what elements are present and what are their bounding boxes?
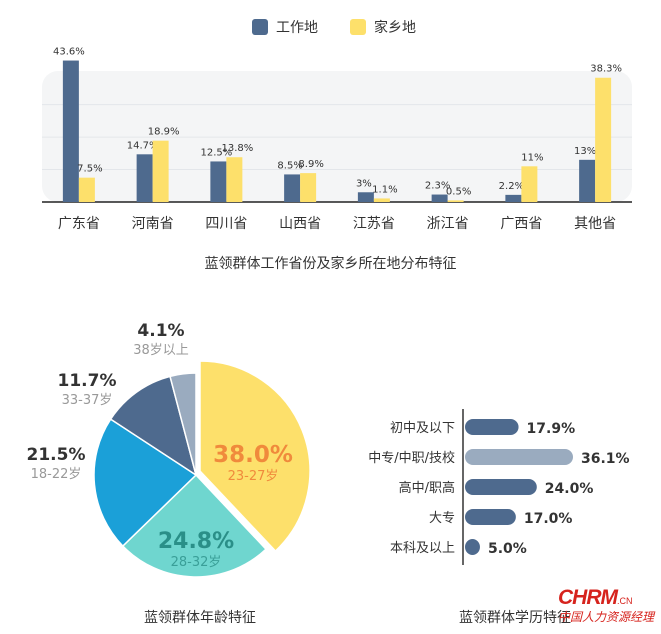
- education-bar: [465, 539, 480, 555]
- bar-value-label: 17.0%: [524, 511, 573, 527]
- pie-slice: [109, 375, 198, 477]
- age-pie-chart: 38.0%23-27岁 24.8%28-32岁 21.5% 18-22岁 11.7% 33…: [27, 321, 311, 578]
- pie-slice: [121, 473, 268, 578]
- legend-label-hometown: 家乡地: [374, 20, 416, 36]
- bar-hometown: [152, 140, 169, 202]
- legend-item-hometown: 家乡地: [350, 16, 416, 38]
- category-label: 本科及以上: [390, 541, 455, 556]
- bar-workplace: [284, 174, 301, 202]
- bar-value-label: 13%: [574, 146, 596, 157]
- category-label: 河南省: [132, 216, 174, 232]
- pie-category-label: 33-37岁: [62, 393, 113, 408]
- category-label: 四川省: [205, 216, 247, 232]
- bar-value-label: 2.2%: [499, 181, 524, 192]
- pie-slice: [169, 372, 197, 476]
- pie-category-label: 18-22岁: [31, 467, 82, 482]
- bar-value-label: 0.5%: [446, 186, 471, 197]
- pie-category-label: 38岁以上: [133, 343, 189, 358]
- bar-value-label: 7.5%: [77, 164, 102, 175]
- bar-workplace: [136, 154, 153, 202]
- bar-value-label: 12.5%: [200, 147, 232, 158]
- bar-value-label: 1.1%: [372, 184, 397, 195]
- chart2-title: 蓝领群体年龄特征: [144, 610, 256, 626]
- category-label: 其他省: [574, 216, 616, 232]
- bar-workplace: [505, 194, 522, 202]
- pie-value-label: 4.1%: [137, 321, 184, 341]
- bar-hometown: [521, 166, 538, 202]
- legend-item-workplace: 工作地: [252, 16, 318, 38]
- bar-workplace: [210, 161, 227, 202]
- pie-category-label: 23-27岁: [228, 469, 279, 484]
- legend-swatch-hometown: [350, 19, 366, 35]
- pie-value-label: 24.8%: [158, 529, 234, 554]
- province-bar-chart: 43.6% 7.5% 广东省 14.7% 18.9% 河南省 12.5%13.8% 四川省 8.…: [42, 47, 632, 232]
- chart1-title: 蓝领群体工作省份及家乡所在地分布特征: [204, 256, 457, 272]
- bar-hometown: [300, 173, 317, 202]
- bar-hometown: [78, 177, 95, 202]
- category-label: 江苏省: [353, 216, 395, 232]
- pie-value-label: 38.0%: [213, 442, 293, 468]
- category-label: 山西省: [279, 216, 321, 232]
- category-label: 大专: [429, 511, 455, 526]
- logo-tagline: 中国人力资源经理: [558, 610, 655, 624]
- education-bar: [465, 479, 537, 495]
- bar-value-label: 2.3%: [425, 181, 450, 192]
- bar-value-label: 13.8%: [221, 143, 253, 154]
- bar-workplace: [62, 60, 79, 202]
- bar-workplace: [357, 192, 374, 202]
- bar-workplace: [579, 159, 596, 202]
- bar-value-label: 3%: [356, 178, 372, 189]
- education-bar: [465, 449, 573, 465]
- pie-slice: [199, 360, 311, 553]
- legend-swatch-workplace: [252, 19, 268, 35]
- bar-value-label: 36.1%: [581, 451, 630, 467]
- education-bar-chart: 初中及以下 17.9% 中专/中职/技校 36.1% 高中/职高 24.0% 大专 17.0%…: [368, 409, 630, 565]
- category-label: 高中/职高: [399, 480, 455, 496]
- category-label: 广西省: [500, 216, 542, 232]
- bar-hometown: [373, 198, 390, 202]
- legend-label-workplace: 工作地: [276, 20, 318, 36]
- category-label: 广东省: [58, 216, 100, 232]
- pie-value-label: 21.5%: [27, 445, 86, 465]
- bar-hometown: [226, 157, 243, 202]
- bar-hometown: [447, 200, 464, 202]
- chrm-logo: CHRM.CN 中国人力资源经理: [558, 586, 654, 625]
- bar-value-label: 5.0%: [488, 541, 527, 557]
- bar-value-label: 43.6%: [53, 47, 85, 58]
- bar-value-label: 14.7%: [127, 140, 159, 151]
- bar-value-label: 24.0%: [545, 481, 594, 497]
- category-label: 浙江省: [427, 216, 469, 232]
- logo-text: CHRM: [558, 586, 618, 609]
- pie-slice: [93, 418, 198, 548]
- education-bar: [465, 419, 519, 435]
- logo-suffix: .CN: [617, 596, 633, 606]
- bar-value-label: 8.5%: [277, 160, 302, 171]
- bar-value-label: 38.3%: [590, 64, 622, 75]
- bar-value-label: 8.9%: [298, 159, 323, 170]
- chart3-title: 蓝领群体学历特征: [459, 610, 571, 626]
- bar-value-label: 17.9%: [527, 421, 576, 437]
- bar-workplace: [431, 194, 448, 202]
- chart1-legend: 工作地 家乡地: [0, 16, 661, 38]
- plot-background: [42, 71, 632, 202]
- bar-hometown: [595, 77, 612, 202]
- bar-value-label: 11%: [521, 152, 543, 163]
- category-label: 初中及以下: [390, 421, 455, 436]
- category-label: 中专/中职/技校: [368, 450, 455, 466]
- education-bar: [465, 509, 516, 525]
- pie-category-label: 28-32岁: [171, 555, 222, 570]
- bar-value-label: 18.9%: [148, 127, 180, 138]
- pie-value-label: 11.7%: [58, 371, 117, 391]
